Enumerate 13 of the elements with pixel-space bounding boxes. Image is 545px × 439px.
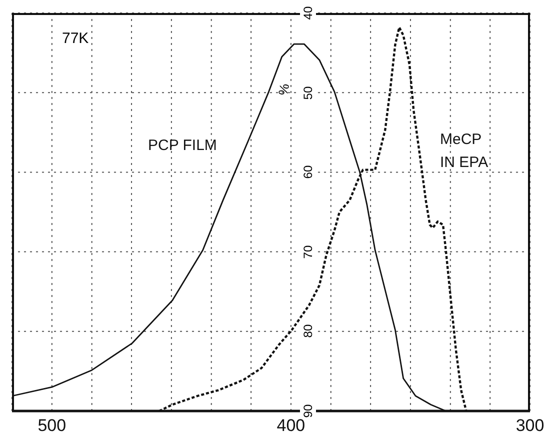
y-axis-title: % (275, 82, 292, 96)
y-tick-label: 40 (300, 5, 316, 21)
x-tick-label: 400 (276, 416, 306, 436)
x-tick-label: 500 (38, 416, 66, 436)
y-tick-label: 60 (300, 164, 316, 180)
y-tick-label: 70 (300, 244, 316, 260)
series-label: MeCP IN EPA (440, 130, 488, 173)
y-tick-label: 90 (300, 403, 316, 419)
y-tick-label: 50 (300, 84, 316, 101)
x-tick-label: 300 (516, 416, 544, 436)
y-tick-label: 80 (300, 323, 316, 340)
series-label: PCP FILM (148, 136, 217, 156)
annotation: 77K (62, 30, 89, 47)
